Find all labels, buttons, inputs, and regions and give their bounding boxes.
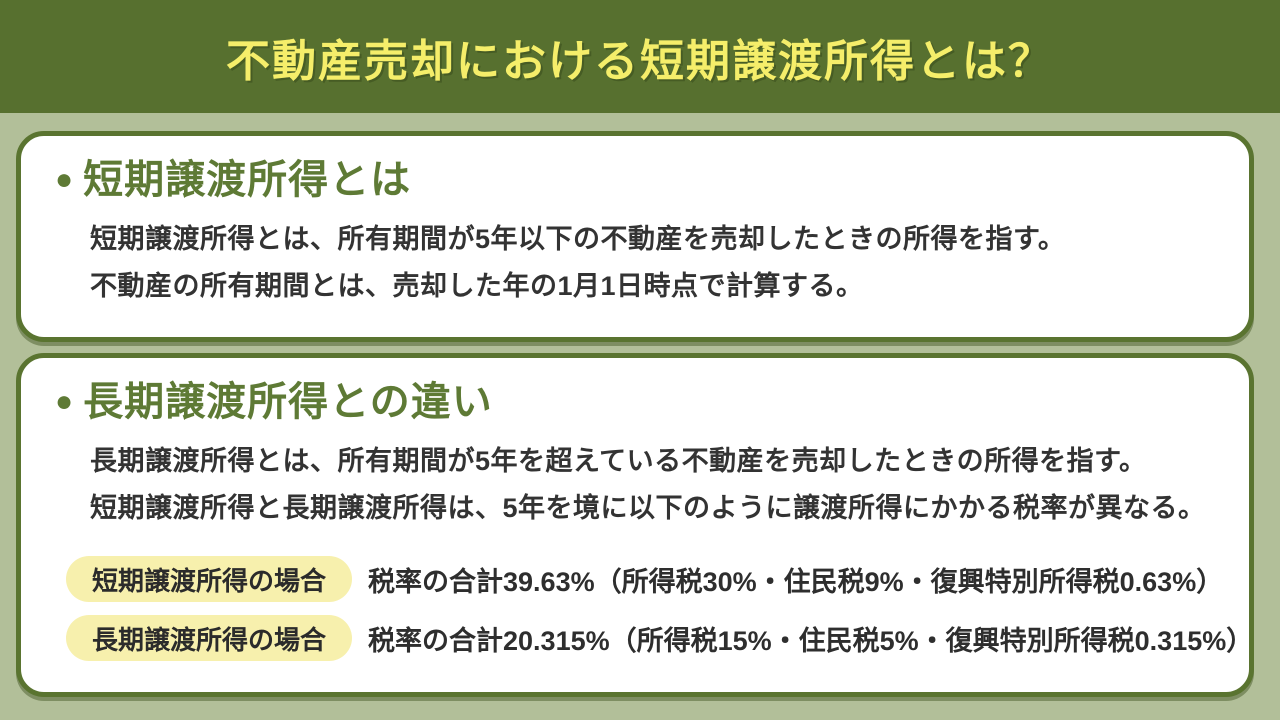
bullet-icon: ●	[55, 163, 74, 196]
body-line: 長期譲渡所得とは、所有期間が5年を超えている不動産を売却したときの所得を指す。	[90, 446, 1147, 476]
section-heading: ● 短期譲渡所得とは	[55, 156, 1249, 204]
body-line: 不動産の所有期間とは、売却した年の1月1日時点で計算する。	[90, 271, 864, 301]
section-card-short-term-definition: ● 短期譲渡所得とは 短期譲渡所得とは、所有期間が5年以下の不動産を売却したとき…	[16, 131, 1254, 342]
page-title: 不動産売却における短期譲渡所得とは？	[226, 36, 1054, 86]
tax-row-label-badge: 長期譲渡所得の場合	[66, 615, 353, 661]
tax-row-long-term: 長期譲渡所得の場合 税率の合計20.315%（所得税15%・住民税5%・復興特別…	[66, 615, 1253, 661]
header-bar: 不動産売却における短期譲渡所得とは？	[0, 0, 1280, 113]
section-card-long-term-difference: ● 長期譲渡所得との違い 長期譲渡所得とは、所有期間が5年を超えている不動産を売…	[16, 353, 1254, 697]
tax-rate-rows: 短期譲渡所得の場合 税率の合計39.63%（所得税30%・住民税9%・復興特別所…	[66, 556, 1253, 661]
tax-row-rate-text: 税率の合計39.63%（所得税30%・住民税9%・復興特別所得税0.63%）	[368, 566, 1224, 597]
section-body: 短期譲渡所得とは、所有期間が5年以下の不動産を売却したときの所得を指す。 不動産…	[90, 216, 1249, 310]
tax-row-rate-text: 税率の合計20.315%（所得税15%・住民税5%・復興特別所得税0.315%）	[368, 625, 1254, 656]
section-body: 長期譲渡所得とは、所有期間が5年を超えている不動産を売却したときの所得を指す。 …	[90, 438, 1249, 532]
tax-row-short-term: 短期譲渡所得の場合 税率の合計39.63%（所得税30%・住民税9%・復興特別所…	[66, 556, 1249, 602]
tax-row-label-badge: 短期譲渡所得の場合	[66, 556, 353, 602]
section-heading-text: 短期譲渡所得とは	[83, 158, 412, 202]
section-heading-text: 長期譲渡所得との違い	[83, 380, 493, 424]
bullet-icon: ●	[55, 385, 74, 418]
body-line: 短期譲渡所得と長期譲渡所得は、5年を境に以下のように譲渡所得にかかる税率が異なる…	[90, 493, 1206, 523]
body-line: 短期譲渡所得とは、所有期間が5年以下の不動産を売却したときの所得を指す。	[90, 224, 1066, 254]
section-heading: ● 長期譲渡所得との違い	[55, 378, 1249, 426]
